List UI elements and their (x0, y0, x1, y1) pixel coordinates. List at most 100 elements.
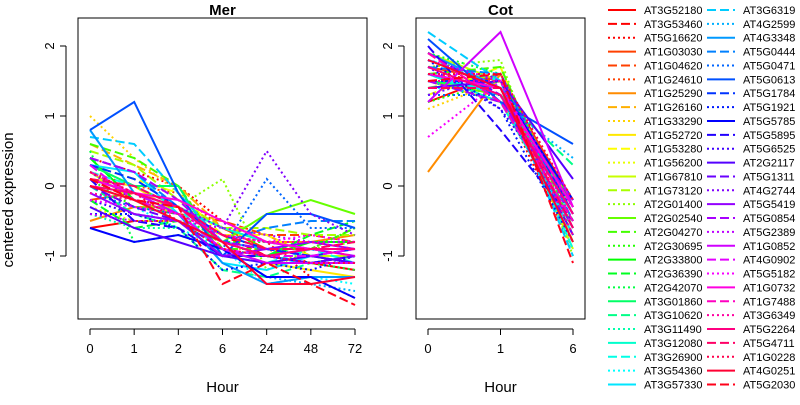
legend-label: AT3G6319 (743, 5, 795, 17)
legend-label: AT5G4711 (743, 338, 795, 350)
legend-label: AT3G12080 (644, 338, 703, 350)
x-tick-label-cot: 6 (569, 341, 576, 356)
legend-label: AT5G5182 (743, 269, 795, 281)
legend-label: AT3G54360 (644, 366, 703, 378)
series-line-cot-AT5G5182 (427, 79, 574, 229)
x-tick-label-mer: 24 (259, 341, 273, 356)
legend-label: AT3G10620 (644, 310, 703, 322)
series-line-mer-AT5G4711 (89, 178, 356, 250)
legend-label: AT2G2117 (743, 158, 795, 170)
legend-label: AT1G52720 (644, 130, 703, 142)
legend-label: AT4G0902 (743, 255, 795, 267)
legend-label: AT1G53280 (644, 144, 703, 156)
y-tick-label-cot: -1 (380, 250, 395, 262)
series-line-mer-AT5G1921 (90, 213, 356, 272)
series-line-cot-AT3G6349 (428, 80, 574, 236)
legend-label: AT5G1784 (743, 88, 795, 100)
legend-label: AT1G03030 (644, 47, 703, 59)
series-line-mer-AT1G73120 (89, 150, 355, 236)
y-tick-label-mer: 2 (42, 42, 57, 49)
legend-label: AT1G24610 (644, 74, 703, 86)
legend-label: AT3G01860 (644, 296, 703, 308)
y-tick-label-mer: -1 (42, 250, 57, 262)
series-line-cot-AT5G2030 (427, 72, 574, 264)
series-line-cot-AT1G33290 (427, 79, 574, 208)
series-line-mer-AT2G30695 (89, 178, 356, 251)
y-tick-label-mer: 1 (42, 112, 57, 119)
legend-label: AT1G33290 (644, 116, 703, 128)
legend-label: AT1G67810 (644, 171, 703, 183)
legend-label: AT2G02540 (644, 213, 703, 225)
x-tick-label-mer: 2 (175, 341, 182, 356)
series-line-cot-AT4G0251 (427, 59, 574, 243)
x-axis-label-cot: Hour (484, 379, 517, 396)
series-line-mer-AT3G12080 (89, 178, 355, 250)
x-tick-label-mer: 48 (304, 341, 318, 356)
legend-label: AT2G42070 (644, 282, 703, 294)
legend-label: AT2G04270 (644, 227, 703, 239)
panel-cot: Cot 0 1 6 Hour -1 0 1 2 (380, 2, 586, 396)
legend-label: AT2G36390 (644, 269, 703, 281)
x-tick-label-mer: 0 (86, 341, 93, 356)
legend-label: AT5G5419 (743, 199, 795, 211)
series-line-mer-AT5G0471 (89, 177, 355, 251)
y-tick-label-cot: 0 (380, 182, 395, 189)
x-axis-label-mer: Hour (206, 379, 239, 396)
legend-label: AT1G0852 (743, 241, 795, 253)
panel-title-mer: Mer (209, 2, 236, 19)
legend-label: AT5G0471 (743, 60, 795, 72)
plot-frame-mer (77, 17, 368, 320)
legend-label: AT5G2030 (743, 379, 795, 391)
legend-label: AT3G6349 (743, 310, 795, 322)
legend-label: AT5G1921 (743, 102, 795, 114)
x-tick-label-cot: 0 (424, 341, 431, 356)
legend: AT3G52180AT3G53460AT5G16620AT1G03030AT1G… (608, 5, 795, 391)
legend-label: AT5G2389 (743, 227, 795, 239)
series-line-mer-AT5G5419 (89, 192, 356, 258)
panel-mer: Mer 0 1 2 6 24 48 72 Hour -1 0 1 2 (42, 2, 368, 396)
panel-title-cot: Cot (488, 2, 513, 19)
x-tick-label-mer: 1 (131, 341, 138, 356)
series-line-mer-AT5G2030 (89, 178, 356, 306)
series-line-cot-AT3G6319 (427, 31, 574, 257)
y-tick-label-cot: 2 (380, 42, 395, 49)
series-line-mer-AT1G0732 (89, 178, 355, 250)
legend-label: AT5G16620 (644, 33, 703, 45)
legend-label: AT2G01400 (644, 199, 703, 211)
legend-label: AT5G1311 (743, 171, 795, 183)
legend-label: AT3G52180 (644, 5, 703, 17)
legend-label: AT2G30695 (644, 241, 703, 253)
plot-frame-cot (415, 17, 586, 320)
legend-label: AT5G0854 (743, 213, 795, 225)
legend-label: AT3G11490 (644, 324, 702, 336)
legend-label: AT1G0228 (743, 352, 795, 364)
legend-label: AT1G26160 (644, 102, 703, 114)
legend-label: AT4G0251 (743, 366, 795, 378)
legend-label: AT4G2599 (743, 19, 795, 31)
legend-label: AT5G5895 (743, 130, 795, 142)
y-tick-label-cot: 1 (380, 112, 395, 119)
legend-label: AT3G57330 (644, 379, 703, 391)
legend-label: AT5G5785 (743, 116, 795, 128)
legend-label: AT4G3348 (743, 33, 795, 45)
legend-label: AT1G04620 (644, 60, 703, 72)
legend-label: AT5G6525 (743, 144, 795, 156)
y-tick-label-mer: 0 (42, 182, 57, 189)
legend-label: AT1G56200 (644, 158, 703, 170)
series-line-cot-AT5G0613 (427, 38, 574, 145)
series-line-cot-AT5G2264 (427, 66, 574, 215)
legend-label: AT1G73120 (644, 185, 703, 197)
legend-label: AT1G25290 (644, 88, 703, 100)
x-tick-label-mer: 72 (348, 341, 362, 356)
x-tick-label-cot: 1 (497, 341, 504, 356)
series-line-cot-AT3G10620 (427, 66, 574, 166)
legend-label: AT3G26900 (644, 352, 703, 364)
legend-label: AT5G0613 (743, 74, 795, 86)
legend-label: AT5G2264 (743, 324, 795, 336)
y-axis-label: centered expression (0, 132, 17, 267)
legend-label: AT1G0732 (743, 282, 795, 294)
series-line-mer-AT4G2744 (89, 149, 356, 236)
legend-label: AT5G0444 (743, 47, 795, 59)
